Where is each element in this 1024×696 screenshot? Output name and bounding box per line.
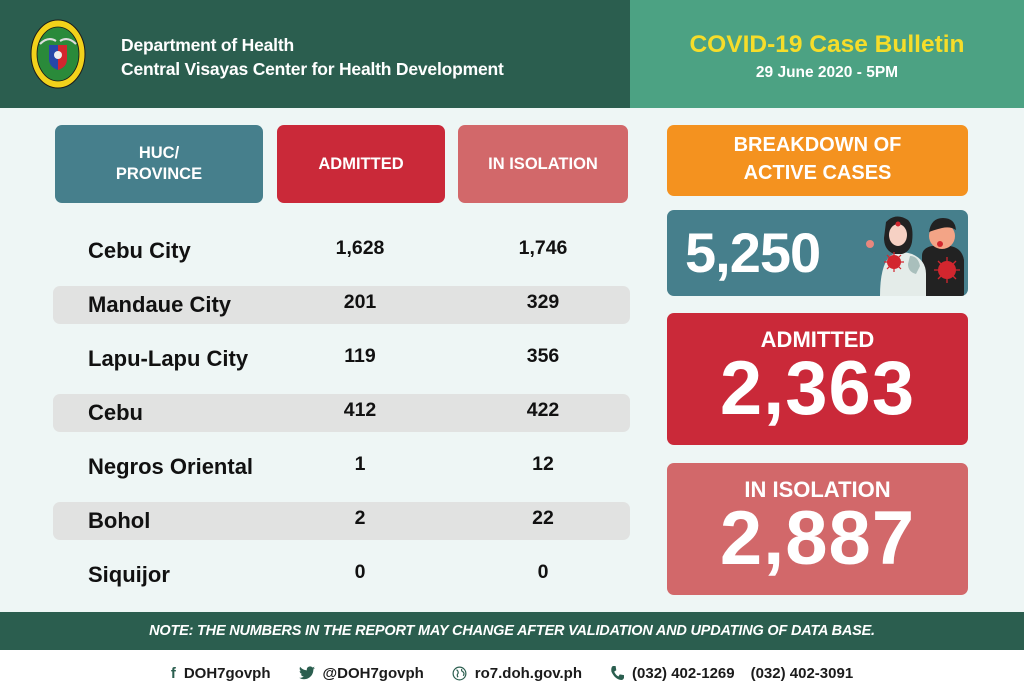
twitter-handle: @DOH7govph [322, 664, 424, 682]
row-admitted: 0 [354, 561, 366, 583]
facebook-handle: DOH7govph [183, 664, 271, 682]
website-url: ro7.doh.gov.ph [474, 664, 583, 682]
facebook-icon: f [170, 664, 176, 682]
website-link[interactable]: ro7.doh.gov.ph [452, 665, 582, 682]
isolation-summary-label: IN ISOLATION [744, 477, 891, 502]
org-name: Department of Health [121, 35, 294, 55]
table-row: Lapu-Lapu City 119 356 [53, 340, 630, 378]
row-name: Mandaue City [88, 292, 232, 317]
row-name: Cebu [88, 400, 143, 425]
doh-seal-icon [30, 19, 86, 89]
row-isolation: 12 [532, 453, 554, 475]
column-header-line1: HUC/ [138, 144, 180, 163]
table-row: Mandaue City 201 329 [53, 286, 630, 324]
breakdown-line2: ACTIVE CASES [743, 162, 892, 184]
globe-icon [452, 666, 467, 680]
table-row: Cebu 412 422 [53, 394, 630, 432]
row-isolation: 356 [526, 345, 560, 367]
admitted-summary-box: ADMITTED 2,363 [667, 313, 968, 445]
admitted-summary-total: 2,363 [719, 346, 916, 431]
row-isolation: 329 [526, 291, 560, 313]
row-name: Bohol [88, 508, 151, 533]
table-row: Cebu City 1,628 1,746 [53, 232, 630, 270]
header-right-panel [630, 0, 1024, 108]
breakdown-heading: BREAKDOWN OF ACTIVE CASES [667, 125, 968, 196]
table-row: Siquijor 0 0 [53, 556, 630, 594]
row-isolation: 22 [532, 507, 554, 529]
row-isolation: 1,746 [518, 237, 568, 259]
disclaimer-note: NOTE: THE NUMBERS IN THE REPORT MAY CHAN… [0, 612, 1024, 650]
row-admitted: 412 [343, 399, 377, 421]
active-cases-box: 5,250 [667, 210, 968, 296]
phone-number-2: (032) 402-3091 [750, 664, 854, 682]
row-name: Lapu-Lapu City [88, 346, 249, 371]
row-admitted: 201 [343, 291, 377, 313]
row-name: Negros Oriental [88, 454, 254, 479]
row-admitted: 2 [354, 507, 366, 529]
column-header-line2: PROVINCE [115, 165, 203, 183]
table-row: Bohol 2 22 [53, 502, 630, 540]
bulletin-title: COVID-19 Case Bulletin [689, 31, 965, 58]
header-left-panel [0, 0, 630, 108]
footer-contacts: f DOH7govph @DOH7govph ro7.doh.gov.ph (0… [0, 650, 1024, 696]
row-name: Siquijor [88, 562, 170, 587]
column-header-huc-province: HUC/PROVINCE [55, 125, 263, 203]
row-isolation: 0 [537, 561, 549, 583]
row-admitted: 1 [354, 453, 366, 475]
column-header-admitted: ADMITTED [277, 125, 445, 203]
facebook-link[interactable]: f DOH7govph [171, 665, 271, 682]
twitter-icon [298, 666, 315, 680]
phone-icon [611, 666, 625, 680]
twitter-link[interactable]: @DOH7govph [298, 664, 424, 682]
row-admitted: 1,628 [335, 237, 385, 259]
admitted-summary-label: ADMITTED [760, 327, 875, 352]
column-header-isolation: IN ISOLATION [458, 125, 628, 203]
table-row: Negros Oriental 1 12 [53, 448, 630, 486]
phone-contacts: (032) 402-1269 (032) 402-3091 [610, 665, 853, 682]
breakdown-line1: BREAKDOWN OF [733, 134, 902, 156]
row-isolation: 422 [526, 399, 560, 421]
active-cases-total: 5,250 [685, 221, 821, 284]
bulletin-date: 29 June 2020 - 5PM [755, 64, 899, 81]
isolation-summary-total: 2,887 [719, 496, 916, 581]
org-subname: Central Visayas Center for Health Develo… [121, 59, 504, 79]
phone-number-1: (032) 402-1269 [632, 664, 735, 682]
row-name: Cebu City [88, 238, 191, 263]
row-admitted: 119 [344, 345, 376, 367]
sick-people-illustration-icon [866, 216, 964, 296]
isolation-summary-box: IN ISOLATION 2,887 [667, 463, 968, 595]
